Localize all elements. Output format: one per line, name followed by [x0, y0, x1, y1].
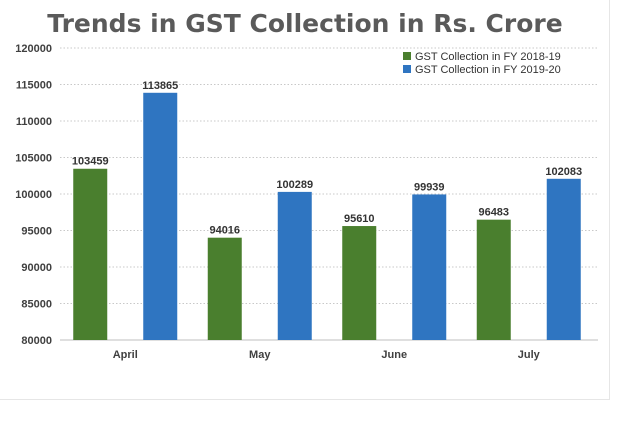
x-axis: April May June July: [113, 349, 541, 361]
bar: [412, 194, 447, 340]
x-tick-label: April: [113, 349, 138, 361]
data-label: 102083: [545, 166, 582, 178]
y-tick-label: 100000: [15, 189, 52, 201]
bar: [546, 178, 581, 340]
y-tick-label: 115000: [16, 80, 52, 92]
y-tick-label: 105000: [15, 153, 52, 165]
y-tick-label: 110000: [16, 116, 52, 128]
gridlines: [60, 47, 598, 341]
bar: [342, 226, 377, 340]
data-label: 94016: [209, 225, 240, 237]
bar: [207, 237, 242, 340]
data-label: 103459: [72, 156, 109, 168]
bar: [476, 219, 511, 340]
y-tick-label: 80000: [21, 335, 52, 347]
legend-label: GST Collection in FY 2019-20: [415, 64, 561, 76]
bars: [73, 92, 581, 341]
y-tick-label: 120000: [15, 43, 52, 55]
legend-swatch: [403, 52, 411, 60]
data-labels: 103459 113865 94016 100289 95610 99939 96483 10…: [72, 80, 582, 237]
data-label: 95610: [344, 213, 375, 225]
data-label: 113865: [142, 80, 178, 92]
y-tick-label: 95000: [21, 226, 52, 238]
data-label: 99939: [414, 181, 445, 193]
bar: [277, 191, 312, 340]
chart-title: Trends in GST Collection in Rs. Crore: [47, 9, 563, 38]
legend-label: GST Collection in FY 2018-19: [415, 51, 561, 63]
chart-frame: [0, 0, 610, 400]
x-tick-label: May: [249, 349, 271, 361]
y-axis: 80000 85000 90000 95000 100000 105000 110000 11…: [15, 43, 52, 347]
data-label: 96483: [478, 207, 509, 219]
data-label: 100289: [276, 179, 313, 191]
y-tick-label: 85000: [21, 299, 52, 311]
y-tick-label: 90000: [21, 262, 52, 274]
bar: [73, 168, 108, 340]
legend-swatch: [403, 65, 411, 73]
bar: [143, 92, 178, 341]
x-tick-label: June: [381, 349, 407, 361]
x-tick-label: July: [518, 349, 541, 361]
